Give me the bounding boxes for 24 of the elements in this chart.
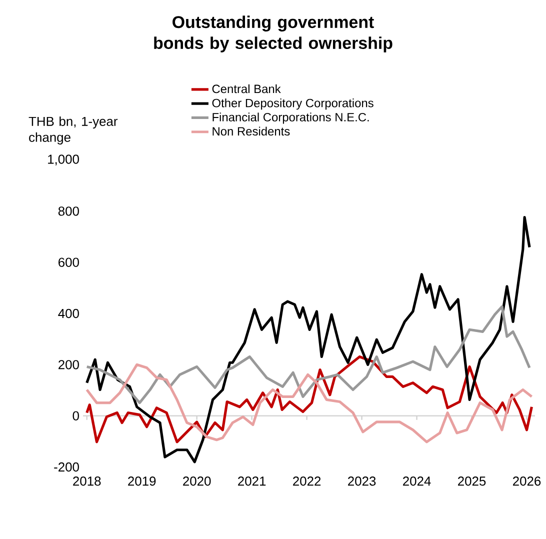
- x-tick-label: 2020: [183, 476, 211, 486]
- legend-label: Central Bank: [212, 84, 281, 94]
- x-tick-label: 2018: [73, 476, 101, 486]
- y-tick-label: 600: [58, 258, 79, 267]
- x-tick-label: 2023: [348, 476, 376, 486]
- chart-title: Outstanding government bonds by selected ownership: [154, 16, 392, 52]
- y-tick-label: -200: [54, 462, 79, 472]
- y-tick-label: 1,000: [48, 154, 79, 166]
- y-tick-label: 0: [72, 411, 79, 420]
- line-series: [86, 305, 531, 404]
- x-tick-label: 2022: [293, 476, 321, 486]
- y-tick-label: 200: [58, 360, 79, 370]
- line-series: [86, 216, 531, 464]
- legend-label: Other Depository Corporations: [212, 98, 374, 110]
- y-tick-label: 800: [58, 206, 79, 216]
- x-tick-label: 2024: [403, 476, 431, 486]
- legend-label: Non Residents: [212, 126, 290, 136]
- y-axis-title: THB bn, 1-year change: [28, 116, 118, 144]
- x-tick-label: 2021: [238, 476, 266, 486]
- x-tick-label: 2025: [458, 476, 486, 486]
- legend-label: Financial Corporations N.E.C.: [212, 112, 369, 124]
- x-tick-label: 2026: [513, 476, 541, 486]
- y-tick-label: 400: [58, 308, 79, 318]
- x-tick-label: 2019: [128, 476, 156, 486]
